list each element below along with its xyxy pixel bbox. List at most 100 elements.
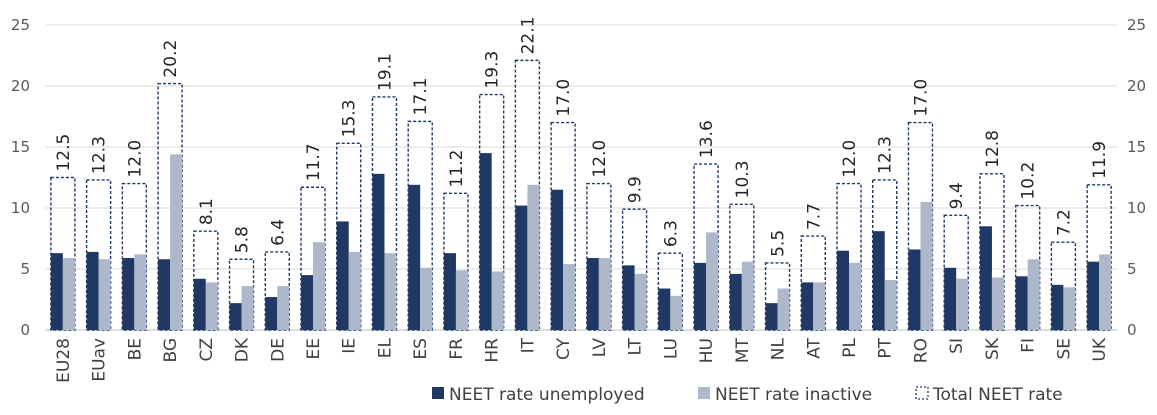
total-data-label: 11.9 [1090,141,1110,179]
category-label: EU28 [54,338,74,383]
total-data-label: 12.8 [983,130,1003,168]
category-label: EL [375,337,395,358]
unemployed-bar [1051,284,1064,330]
inactive-bar [706,232,719,330]
unemployed-bar [443,253,456,330]
unemployed-bar [765,303,778,330]
unemployed-bar [372,173,385,330]
category-label: EE [304,338,324,359]
inactive-bar [277,286,290,330]
category-label: SI [947,338,967,354]
total-data-label: 12.0 [590,140,610,178]
total-data-label: 6.3 [661,220,681,247]
unemployed-bar [622,265,635,330]
category-label: PT [876,337,896,358]
total-data-label: 12.3 [90,136,110,174]
category-label: HU [697,338,717,363]
unemployed-bar [265,297,278,330]
unemployed-bar [837,250,849,330]
total-data-label: 11.7 [304,143,324,181]
category-label: UK [1090,337,1110,361]
total-data-label: 12.0 [125,140,145,178]
y-tick-label-left: 25 [11,16,30,34]
inactive-bar [491,271,504,330]
unemployed-bar [50,253,63,330]
category-label: DE [268,338,288,362]
y-tick-label-right: 5 [1127,260,1137,278]
inactive-bar [991,277,1004,330]
category-label: MT [733,337,753,363]
inactive-bar [134,254,147,330]
inactive-bar [348,251,361,330]
inactive-bar [956,278,969,330]
total-data-label: 17.0 [554,79,574,117]
y-tick-label-right: 20 [1127,77,1146,95]
total-bar-outline [550,121,576,331]
inactive-bar [455,270,468,330]
total-data-label: 13.6 [697,120,717,158]
inactive-bar [920,201,933,330]
inactive-bar [849,262,861,330]
unemployed-bar [408,184,421,330]
unemployed-bar [336,221,349,330]
legend-label: NEET rate unemployed [449,385,645,405]
total-data-label: 19.1 [375,53,395,91]
inactive-bar [563,264,576,330]
unemployed-bar [729,273,742,330]
unemployed-bar [944,267,957,330]
unemployed-bar [586,258,599,330]
category-label: SE [1054,338,1074,360]
total-data-label: 9.9 [626,176,646,203]
y-tick-label-left: 15 [11,138,30,156]
total-bar-outline [264,251,290,331]
category-label: DK [233,337,253,362]
total-data-label: 10.2 [1019,162,1039,200]
inactive-bar [98,259,111,330]
y-tick-label-left: 10 [11,199,30,217]
category-label: SK [983,337,1003,360]
unemployed-bar [193,278,206,330]
unemployed-bar [694,262,707,330]
inactive-bar [1063,287,1076,330]
category-label: LV [590,338,610,358]
category-label: RO [911,338,931,363]
category-label: PL [840,337,860,357]
inactive-bar [170,154,183,330]
y-tick-label-right: 25 [1127,16,1146,34]
category-label: FR [447,338,467,360]
legend-swatch [698,387,710,399]
category-label: AT [804,337,824,358]
category-label: EUav [90,338,110,382]
inactive-bar [241,286,254,330]
y-tick-label-left: 20 [11,77,30,95]
inactive-bar [741,261,754,330]
unemployed-bar [801,282,814,330]
total-data-label: 9.4 [947,182,967,209]
inactive-bar [1027,259,1040,330]
legend-label: Total NEET rate [932,385,1063,405]
y-tick-label-right: 15 [1127,138,1146,156]
category-label: CZ [197,338,217,362]
total-data-label: 17.1 [411,78,431,116]
unemployed-bar [301,275,313,330]
total-data-label: 12.3 [876,136,896,174]
category-label: ES [411,338,431,360]
inactive-bar [384,253,397,330]
category-label: NL [769,337,789,360]
y-tick-label-left: 5 [20,260,30,278]
unemployed-bar [515,205,528,330]
category-label: IT [518,337,538,353]
inactive-bar [777,288,790,330]
total-data-label: 15.3 [340,99,360,137]
category-label: BE [125,338,145,360]
inactive-bar [420,267,433,330]
total-data-label: 6.4 [268,219,288,246]
inactive-bar [205,282,218,330]
total-data-label: 5.8 [233,226,253,253]
total-data-label: 12.0 [840,140,860,178]
total-data-label: 22.1 [518,17,538,55]
inactive-bar [313,242,325,330]
total-data-label: 11.2 [447,150,467,188]
